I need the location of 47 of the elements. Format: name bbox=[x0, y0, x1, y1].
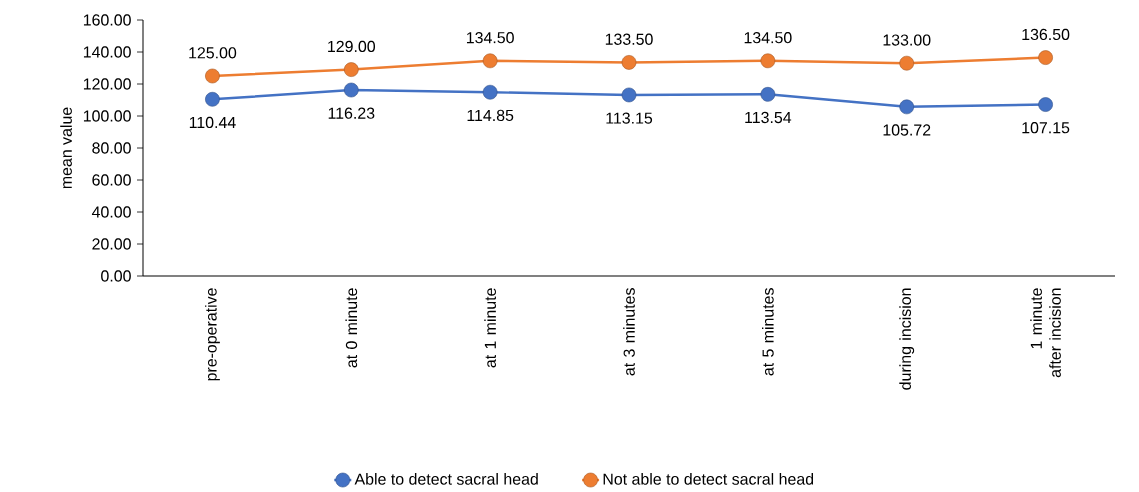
data-label: 107.15 bbox=[1022, 122, 1070, 134]
data-label: 105.72 bbox=[883, 124, 931, 136]
y-axis-title: mean value bbox=[60, 107, 72, 189]
data-label: 133.00 bbox=[883, 34, 931, 46]
y-tick-label: 60.00 bbox=[92, 174, 131, 186]
point bbox=[760, 87, 776, 102]
x-tick-label: at 1 minute bbox=[484, 288, 496, 368]
data-label: 113.54 bbox=[745, 111, 792, 124]
point bbox=[343, 82, 359, 98]
y-tick-label: 120.00 bbox=[83, 78, 131, 90]
data-label: 113.15 bbox=[606, 112, 653, 124]
data-label: 114.85 bbox=[467, 109, 514, 122]
data-label: 134.50 bbox=[744, 32, 792, 44]
x-tick-label: pre-operative bbox=[205, 288, 220, 381]
x-tick-label: 1 minute after incision bbox=[1030, 288, 1061, 378]
data-label: 136.50 bbox=[1022, 28, 1070, 41]
y-tick-label: 140.00 bbox=[83, 46, 131, 58]
data-label: 110.44 bbox=[189, 116, 236, 129]
x-tick-label: at 5 minutes bbox=[762, 288, 774, 376]
data-label: 116.23 bbox=[328, 107, 375, 119]
legend-label: Not able to detect sacral head bbox=[603, 473, 814, 485]
y-tick-label: 40.00 bbox=[91, 206, 131, 218]
data-label: 134.50 bbox=[466, 32, 514, 44]
point bbox=[899, 55, 915, 71]
x-tick-label: at 3 minutes bbox=[623, 288, 635, 376]
point bbox=[621, 55, 637, 70]
point bbox=[482, 53, 498, 69]
data-label: 133.50 bbox=[605, 33, 653, 45]
x-tick-label: at 0 minute bbox=[345, 288, 358, 368]
point bbox=[1038, 97, 1053, 112]
y-tick-label: 100.00 bbox=[83, 110, 131, 122]
data-label: 129.00 bbox=[328, 40, 376, 53]
point bbox=[899, 99, 915, 115]
data-label: 125.00 bbox=[189, 47, 237, 59]
point bbox=[343, 62, 359, 77]
y-tick-label: 0.00 bbox=[101, 270, 131, 282]
legend-label: Able to detect sacral head bbox=[354, 473, 538, 485]
y-tick-label: 160.00 bbox=[83, 14, 131, 26]
x-tick-label: during incision bbox=[899, 288, 915, 390]
point bbox=[482, 84, 498, 100]
point bbox=[760, 53, 776, 69]
point bbox=[621, 87, 637, 103]
point bbox=[205, 92, 220, 107]
point bbox=[205, 68, 220, 84]
y-tick-label: 20.00 bbox=[92, 238, 131, 250]
point bbox=[1038, 50, 1053, 65]
y-tick-label: 80.00 bbox=[92, 142, 131, 154]
